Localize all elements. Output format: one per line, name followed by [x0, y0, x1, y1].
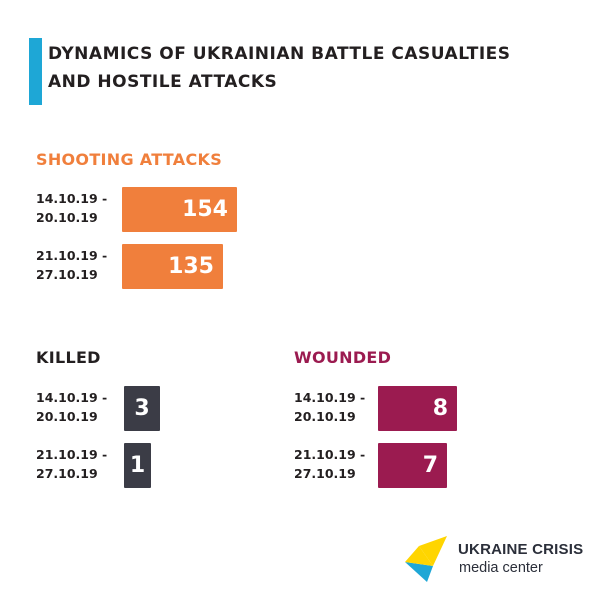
shooting-attacks-bar: 135 [122, 244, 223, 289]
wounded-bar-value: 8 [432, 396, 448, 421]
wounded-bar-value: 7 [422, 453, 438, 478]
killed-period-label: 14.10.19 - 20.10.19 [36, 390, 108, 424]
shooting-attacks-bar: 154 [122, 187, 237, 232]
wounded-period-label: 14.10.19 - 20.10.19 [294, 390, 366, 424]
killed-title: KILLED [36, 348, 101, 367]
logo-text-line1: UKRAINE CRISIS [458, 541, 584, 558]
killed-bar: 1 [124, 443, 151, 488]
killed-bar: 3 [124, 386, 160, 431]
shooting-attacks-period-label: 14.10.19 - 20.10.19 [36, 191, 108, 225]
killed-bar-value: 3 [134, 396, 150, 421]
shooting-attacks-title: SHOOTING ATTACKS [36, 150, 223, 169]
wounded-bar: 7 [378, 443, 447, 488]
ukraine-crisis-logo-icon [405, 536, 447, 582]
shooting-attacks-bar-value: 154 [182, 197, 228, 222]
killed-bar-value: 1 [129, 453, 146, 478]
shooting-attacks-period-label: 21.10.19 - 27.10.19 [36, 248, 108, 282]
wounded-bar: 8 [378, 386, 457, 431]
killed-period-label: 21.10.19 - 27.10.19 [36, 447, 108, 481]
logo-text-line2: media center [459, 560, 543, 576]
shooting-attacks-bar-value: 135 [168, 254, 214, 279]
page-title: DYNAMICS OF UKRAINIAN BATTLE CASUALTIES … [48, 44, 511, 92]
wounded-title: WOUNDED [294, 348, 392, 367]
title-accent-bar [29, 38, 42, 105]
wounded-period-label: 21.10.19 - 27.10.19 [294, 447, 366, 481]
